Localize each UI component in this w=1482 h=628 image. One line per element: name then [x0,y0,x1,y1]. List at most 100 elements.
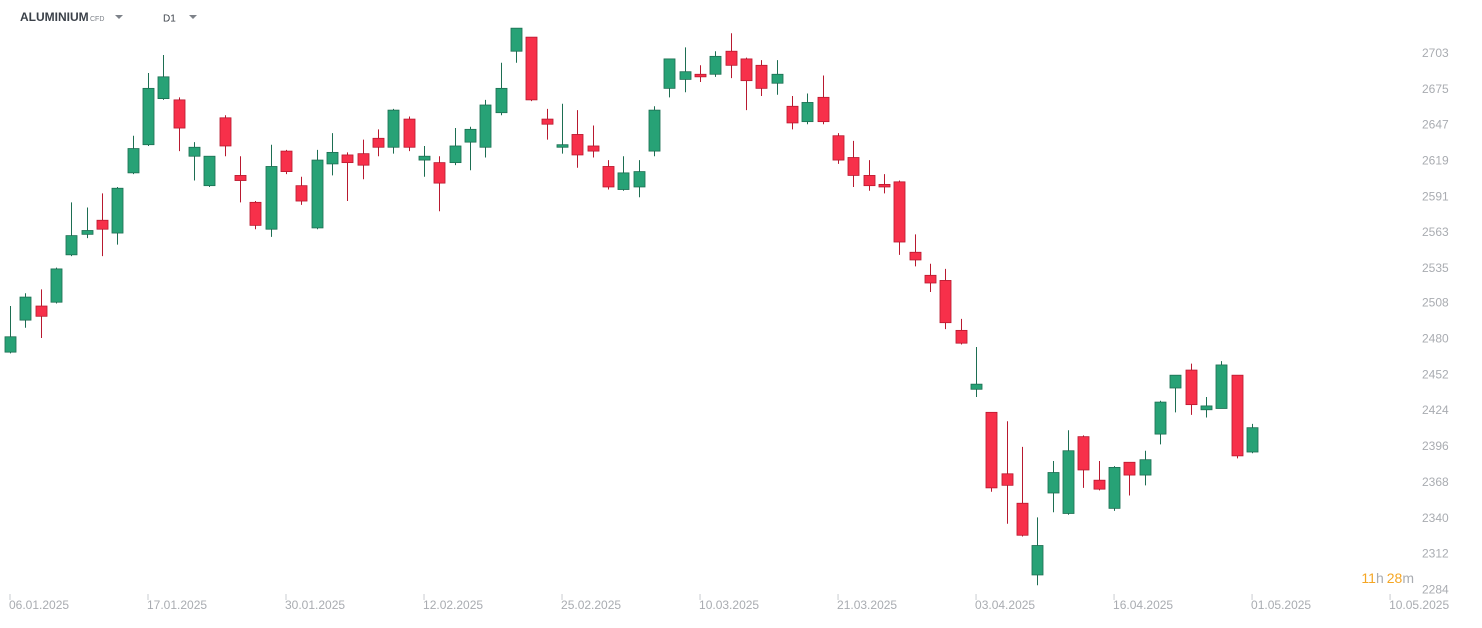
candle-body [909,251,922,261]
countdown-minutes: 28 [1387,570,1403,586]
candle-body [694,73,707,78]
candle-body [111,187,124,234]
candle-body [663,58,676,89]
candle-body [755,64,768,89]
candle-body [801,102,814,123]
timeframe[interactable]: D1 [163,14,176,25]
candle-body [96,219,109,230]
candle-body [1246,427,1259,453]
x-tick-label: 21.03.2025 [837,598,897,612]
candle-body [709,55,722,75]
candle-body [602,166,615,188]
candle-body [1231,374,1244,457]
candle-body [525,36,538,101]
candle-body [19,296,32,321]
candle-body [786,105,799,124]
x-tick-label: 01.05.2025 [1251,598,1311,612]
candle-body [1047,472,1060,494]
candle-body [50,268,63,303]
y-tick-label: 2619 [1422,154,1449,168]
candle-body [893,181,906,243]
y-tick-label: 2563 [1422,225,1449,239]
candle-body [173,99,186,129]
countdown: 11h 28m [1361,570,1414,586]
candle-body [418,155,431,161]
candle-body [311,159,324,229]
candle-body [433,162,446,184]
instrument-dropdown[interactable] [115,15,123,19]
y-tick-label: 2312 [1422,547,1449,561]
candle-body [403,118,416,148]
countdown-h: h [1376,570,1384,586]
candle-body [1001,473,1014,486]
candle-body [878,183,891,188]
y-tick-label: 2452 [1422,367,1449,381]
candle-body [847,157,860,176]
candle-body [955,329,968,344]
candle-body [1016,502,1029,536]
candle-body [357,153,370,166]
candle-body [280,150,293,172]
y-tick-label: 2368 [1422,475,1449,489]
x-tick-label: 25.02.2025 [561,598,621,612]
candle-body [1062,450,1075,514]
x-tick-label: 16.04.2025 [1113,598,1173,612]
candle-body [1077,436,1090,471]
candle-body [725,50,738,66]
candle-body [556,144,569,148]
instrument-type: CFD [90,16,104,23]
candle-body [924,274,937,284]
instrument-name[interactable]: ALUMINIUM [20,10,89,24]
candle-body [127,148,140,174]
candle-body [1139,459,1152,476]
candle-body [1108,466,1121,509]
y-tick-label: 2340 [1422,511,1449,525]
candle-body [295,185,308,202]
candle-body [142,87,155,146]
candle-body [479,104,492,148]
x-tick-label: 30.01.2025 [285,598,345,612]
y-tick-label: 2647 [1422,118,1449,132]
candle-body [1215,364,1228,409]
timeframe-dropdown[interactable] [189,15,197,19]
candle-body [679,71,692,80]
candle-body [188,146,201,157]
candle-body [341,154,354,164]
candle-body [740,58,753,82]
candle-body [234,175,247,181]
candle-body [832,135,845,161]
candle-body [65,235,78,256]
candle-body [387,109,400,148]
y-tick-label: 2424 [1422,403,1449,417]
x-tick-label: 03.04.2025 [975,598,1035,612]
candle-body [863,175,876,187]
x-tick-label: 12.02.2025 [423,598,483,612]
y-tick-label: 2508 [1422,296,1449,310]
candle-body [464,128,477,143]
candle-body [541,118,554,125]
countdown-m: m [1402,570,1414,586]
candle-body [265,166,278,230]
candle-body [587,145,600,152]
candle-body [1031,545,1044,576]
candle-body [203,155,216,187]
candle-body [1169,374,1182,389]
y-tick-label: 2480 [1422,332,1449,346]
candle-body [1123,461,1136,476]
candle-body [985,411,998,489]
countdown-hours: 11 [1361,570,1376,586]
candle-body [449,145,462,164]
x-tick-label: 10.03.2025 [699,598,759,612]
candle-body [495,87,508,114]
y-tick-label: 2396 [1422,439,1449,453]
candle-body [648,109,661,152]
candle-body [817,96,830,123]
candle-body [4,336,17,353]
candle-body [571,134,584,156]
candle-body [1185,369,1198,406]
candle-body [1093,479,1106,490]
candle-body [157,76,170,99]
candle-body [617,172,630,190]
